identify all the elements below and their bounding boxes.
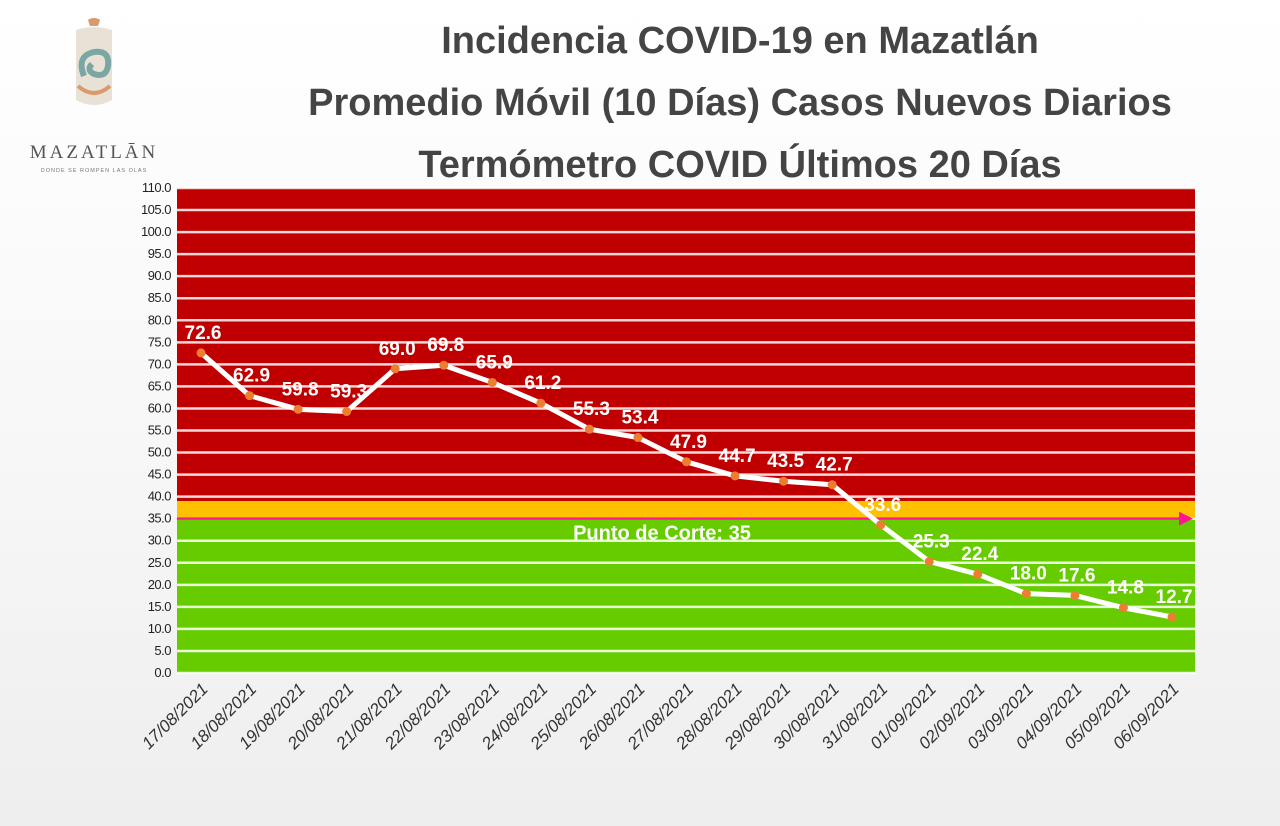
- data-label: 65.9: [476, 352, 513, 373]
- data-label: 47.9: [670, 432, 707, 453]
- wave-emblem-icon: [76, 17, 112, 105]
- y-tick-label: 40.0: [148, 489, 172, 504]
- data-point: [1167, 612, 1177, 622]
- y-tick-label: 35.0: [148, 511, 172, 526]
- data-label: 25.3: [913, 531, 950, 552]
- data-point: [633, 433, 643, 443]
- data-label: 33.6: [864, 495, 901, 516]
- title-line-3: Termómetro COVID Últimos 20 Días: [418, 144, 1062, 186]
- y-tick-label: 70.0: [148, 356, 172, 371]
- data-label: 22.4: [961, 544, 998, 565]
- data-label: 69.0: [379, 339, 416, 360]
- cut-point-arrow-icon: [1179, 511, 1193, 526]
- data-label: 59.8: [282, 379, 319, 400]
- data-label: 59.3: [330, 382, 367, 403]
- data-label: 61.2: [524, 373, 561, 394]
- data-label: 43.5: [767, 451, 804, 472]
- y-tick-label: 45.0: [148, 467, 172, 482]
- data-point: [245, 391, 255, 401]
- data-point: [682, 457, 691, 467]
- data-point: [827, 480, 837, 490]
- data-label: 12.7: [1156, 587, 1193, 608]
- y-tick-label: 25.0: [148, 555, 172, 570]
- data-point: [876, 520, 886, 530]
- mazatlan-logo: MAZATLĀN DONDE SE ROMPEN LAS OLAS: [18, 14, 170, 174]
- data-point: [196, 348, 206, 358]
- data-label: 53.4: [621, 408, 658, 429]
- data-point: [487, 377, 497, 387]
- title-line-2: Promedio Móvil (10 Días) Casos Nuevos Di…: [308, 82, 1172, 124]
- data-point: [293, 404, 303, 414]
- title-line-1: Incidencia COVID-19 en Mazatlán: [441, 20, 1039, 62]
- y-tick-label: 110.0: [142, 180, 171, 195]
- y-tick-label: 65.0: [148, 378, 172, 393]
- data-label: 17.6: [1058, 565, 1095, 586]
- data-label: 69.8: [427, 335, 464, 356]
- y-tick-label: 95.0: [148, 246, 172, 261]
- data-point: [779, 476, 789, 486]
- logo-name: MAZATLĀN: [29, 142, 159, 163]
- y-tick-label: 105.0: [141, 202, 171, 217]
- logo-tagline: DONDE SE ROMPEN LAS OLAS: [40, 168, 148, 174]
- data-point: [342, 407, 352, 417]
- data-point: [924, 556, 934, 566]
- data-point: [584, 424, 594, 434]
- data-label: 62.9: [233, 366, 270, 387]
- data-point: [1070, 590, 1080, 600]
- data-point: [1021, 589, 1031, 599]
- data-point: [536, 398, 546, 408]
- data-point: [730, 471, 740, 481]
- y-tick-label: 30.0: [148, 533, 172, 548]
- data-label: 44.7: [719, 446, 756, 467]
- y-tick-label: 15.0: [148, 599, 172, 614]
- data-label: 72.6: [185, 323, 222, 344]
- y-tick-label: 5.0: [154, 643, 171, 658]
- chart-titles: Incidencia COVID-19 en Mazatlán Promedio…: [200, 10, 1280, 196]
- y-tick-label: 50.0: [148, 445, 172, 460]
- zone-band-1: [177, 501, 1195, 519]
- y-tick-label: 100.0: [141, 224, 171, 239]
- data-label: 14.8: [1107, 578, 1144, 599]
- data-label: 42.7: [816, 455, 853, 476]
- zone-band-0: [177, 188, 1195, 502]
- data-label: 55.3: [573, 399, 610, 420]
- y-tick-label: 75.0: [148, 334, 172, 349]
- data-point: [1118, 603, 1128, 613]
- data-label: 18.0: [1010, 564, 1047, 585]
- y-tick-label: 90.0: [148, 268, 172, 283]
- cut-point-label: Punto de Corte: 35: [573, 523, 751, 545]
- y-tick-label: 10.0: [148, 621, 172, 636]
- y-tick-label: 85.0: [148, 290, 172, 305]
- y-tick-label: 60.0: [148, 400, 172, 415]
- y-tick-label: 0.0: [154, 665, 171, 680]
- y-tick-label: 80.0: [148, 312, 172, 327]
- y-tick-label: 20.0: [148, 577, 172, 592]
- data-point: [973, 569, 983, 579]
- data-point: [439, 360, 449, 370]
- y-tick-label: 55.0: [148, 423, 172, 438]
- data-point: [390, 364, 400, 374]
